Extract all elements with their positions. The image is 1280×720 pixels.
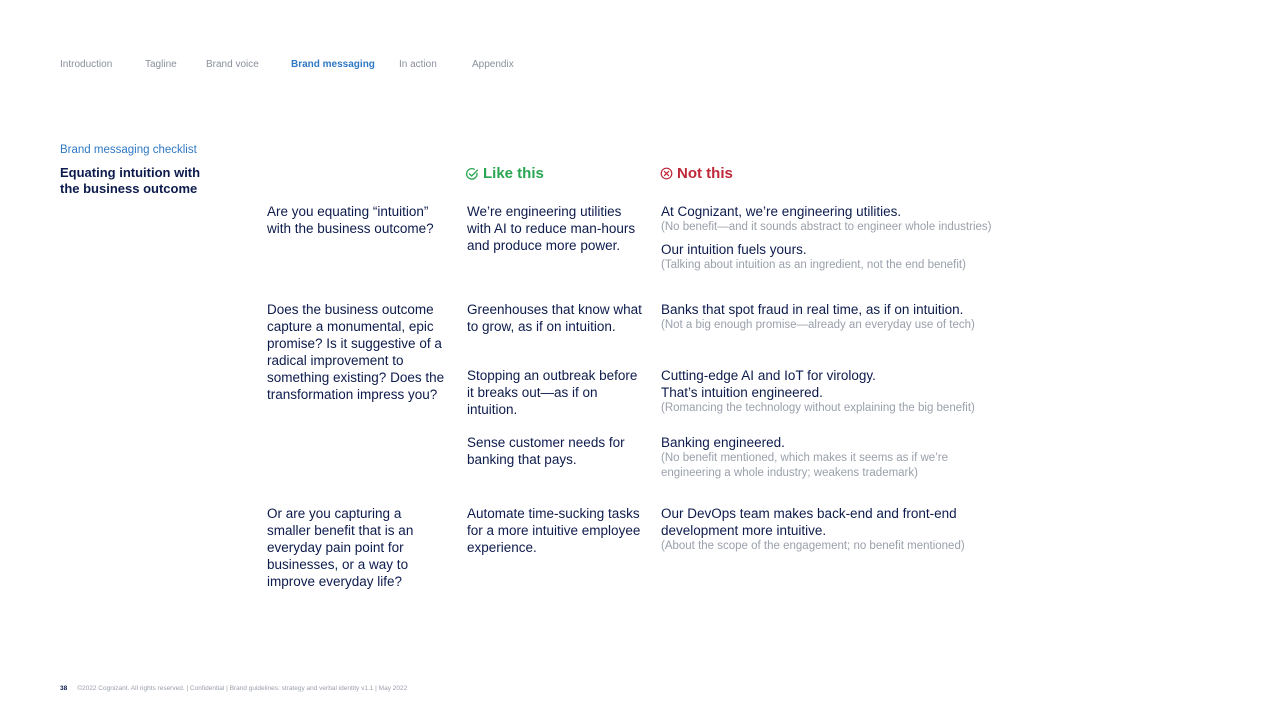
like-this-header: Like this xyxy=(465,165,544,182)
not-example-text: Our DevOps team makes back-end and front… xyxy=(661,506,957,538)
like-example-utilities: We’re engineering utilities with AI to r… xyxy=(467,204,636,253)
like-example-banking: Sense customer needs for banking that pa… xyxy=(467,435,625,467)
question-smaller-benefit: Or are you capturing a smaller benefit t… xyxy=(267,506,414,589)
not-example-text-line1: Cutting-edge AI and IoT for virology. xyxy=(661,368,876,383)
like-this-label: Like this xyxy=(483,165,544,182)
like-example-outbreak: Stopping an outbreak before it breaks ou… xyxy=(467,368,638,417)
not-example-banks-fraud: Banks that spot fraud in real time, as i… xyxy=(661,301,1041,333)
not-example-text: Banks that spot fraud in real time, as i… xyxy=(661,302,964,317)
not-example-virology: Cutting-edge AI and IoT for virology. Th… xyxy=(661,367,1041,416)
footer-text: ©2022 Cognizant. All rights reserved. | … xyxy=(77,685,408,692)
not-example-note: (No benefit mentioned, which makes it se… xyxy=(661,452,948,479)
page-footer: 38 ©2022 Cognizant. All rights reserved. … xyxy=(60,685,407,692)
nav-brand-messaging[interactable]: Brand messaging xyxy=(291,59,375,70)
not-example-text: Banking engineered. xyxy=(661,435,785,450)
not-this-header: Not this xyxy=(660,165,733,182)
page-number: 38 xyxy=(60,685,68,692)
section-kicker: Brand messaging checklist xyxy=(60,144,197,156)
like-example-greenhouses: Greenhouses that know what to grow, as i… xyxy=(467,302,642,334)
x-circle-icon xyxy=(660,167,673,180)
check-circle-icon xyxy=(465,167,479,180)
nav-in-action[interactable]: In action xyxy=(399,59,437,70)
nav-appendix[interactable]: Appendix xyxy=(472,59,514,70)
not-example-note: (Romancing the technology without explai… xyxy=(661,402,975,414)
question-monumental-promise: Does the business outcome capture a monu… xyxy=(267,302,445,402)
not-example-utilities: At Cognizant, we’re engineering utilitie… xyxy=(661,203,1041,235)
not-this-label: Not this xyxy=(677,165,733,182)
not-example-note: (Talking about intuition as an ingredien… xyxy=(661,259,966,271)
not-example-text: Our intuition fuels yours. xyxy=(661,242,807,257)
not-example-intuition-fuels: Our intuition fuels yours. (Talking abou… xyxy=(661,241,1041,273)
not-example-note: (No benefit—and it sounds abstract to en… xyxy=(661,221,992,233)
not-example-note: (About the scope of the engagement; no b… xyxy=(661,540,965,552)
nav-introduction[interactable]: Introduction xyxy=(60,59,113,70)
nav-tagline[interactable]: Tagline xyxy=(145,59,177,70)
nav-brand-voice[interactable]: Brand voice xyxy=(206,59,259,70)
not-example-note: (Not a big enough promise—already an eve… xyxy=(661,319,975,331)
question-equating-intuition: Are you equating “intuition” with the bu… xyxy=(267,204,434,236)
not-example-devops: Our DevOps team makes back-end and front… xyxy=(661,505,1001,554)
section-heading: Equating intuition with the business out… xyxy=(60,165,201,196)
not-example-text-line2: That’s intuition engineered. xyxy=(661,385,823,400)
like-example-automate: Automate time-sucking tasks for a more i… xyxy=(467,506,641,555)
not-example-banking-engineered: Banking engineered. (No benefit mentione… xyxy=(661,434,991,481)
not-example-text: At Cognizant, we’re engineering utilitie… xyxy=(661,204,902,219)
